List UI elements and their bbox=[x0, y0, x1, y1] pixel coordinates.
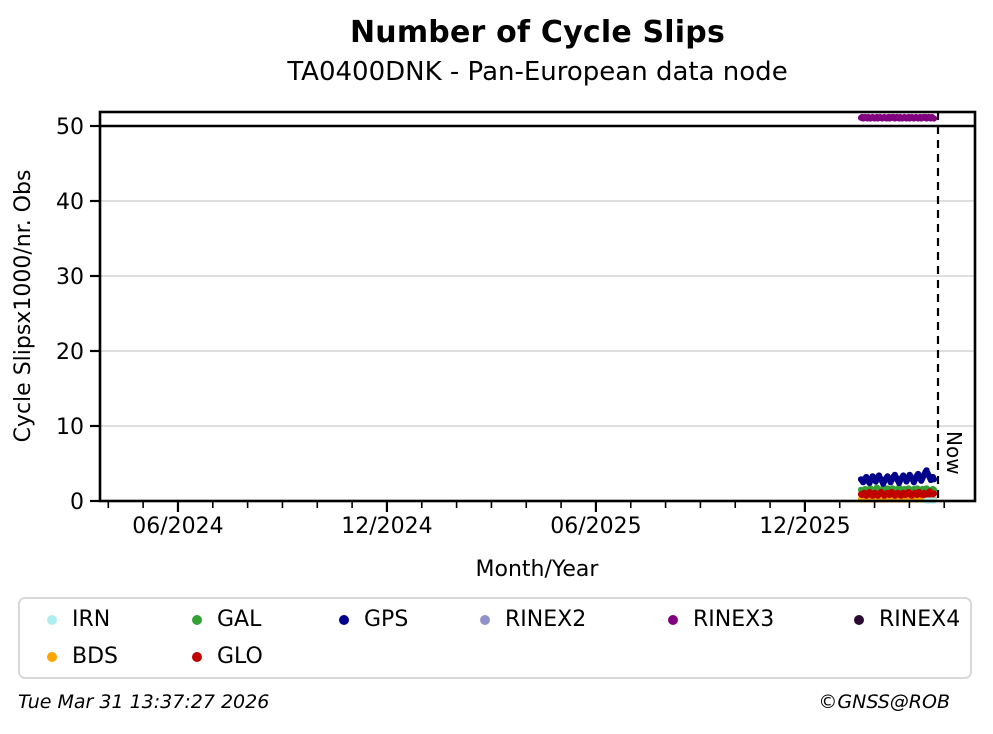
chart-title: Number of Cycle Slips bbox=[349, 15, 726, 50]
legend-label-RINEX3: RINEX3 bbox=[693, 607, 775, 632]
legend-label-RINEX4: RINEX4 bbox=[879, 607, 961, 632]
y-tick-label-40: 40 bbox=[56, 190, 84, 215]
legend: IRN GAL GPS RINEX2 RINEX3 RINEX4 BDS GLO bbox=[18, 597, 972, 679]
chart-subtitle: TA0400DNK - Pan-European data node bbox=[287, 57, 788, 87]
series-GPS bbox=[857, 467, 938, 487]
x-tick-label-12/2024: 12/2024 bbox=[341, 514, 432, 539]
gal-marker-icon bbox=[192, 615, 202, 625]
gps-marker-icon bbox=[339, 615, 349, 625]
rinex4-marker-icon bbox=[854, 615, 864, 625]
bds-marker-icon bbox=[47, 652, 57, 662]
legend-item-BDS: BDS bbox=[47, 642, 118, 672]
y-gridlines bbox=[100, 124, 975, 502]
series-RINEX3 bbox=[857, 113, 938, 122]
plot-timestamp: Tue Mar 31 13:37:27 2026 bbox=[18, 691, 270, 713]
x-tick-label-12/2025: 12/2025 bbox=[759, 514, 850, 539]
legend-label-GPS: GPS bbox=[364, 607, 409, 632]
plot-frame bbox=[98, 110, 977, 503]
x-tick-label-06/2024: 06/2024 bbox=[132, 514, 223, 539]
RINEX3-point bbox=[930, 115, 938, 122]
rinex3-marker-icon bbox=[668, 615, 678, 625]
copyright-credit: ©GNSS@ROB bbox=[818, 691, 950, 713]
glo-marker-icon bbox=[192, 652, 202, 662]
GPS-point bbox=[930, 476, 938, 483]
legend-item-RINEX2: RINEX2 bbox=[480, 605, 586, 635]
legend-item-GPS: GPS bbox=[339, 605, 408, 635]
y-axis-label: Cycle Slipsx1000/nr. Obs bbox=[11, 170, 36, 443]
legend-label-RINEX2: RINEX2 bbox=[505, 607, 587, 632]
y-tick-label-0: 0 bbox=[70, 490, 84, 515]
x-tick-label-06/2025: 06/2025 bbox=[550, 514, 641, 539]
legend-item-GAL: GAL bbox=[192, 605, 261, 635]
legend-label-IRN: IRN bbox=[72, 607, 111, 632]
legend-label-BDS: BDS bbox=[72, 644, 118, 669]
legend-item-GLO: GLO bbox=[192, 642, 263, 672]
x-axis-ticks: 06/2024 12/2024 06/2025 12/2025 bbox=[107, 501, 946, 539]
y-tick-label-10: 10 bbox=[56, 415, 84, 440]
legend-item-RINEX3: RINEX3 bbox=[668, 605, 774, 635]
legend-item-RINEX4: RINEX4 bbox=[854, 605, 960, 635]
y-tick-label-30: 30 bbox=[56, 265, 84, 290]
scatter-points bbox=[857, 113, 938, 504]
y-tick-label-20: 20 bbox=[56, 340, 84, 365]
legend-label-GLO: GLO bbox=[217, 644, 263, 669]
legend-item-IRN: IRN bbox=[47, 605, 110, 635]
now-label: Now bbox=[942, 431, 966, 475]
GLO-point bbox=[930, 490, 938, 497]
y-tick-label-50: 50 bbox=[56, 115, 84, 140]
rinex2-marker-icon bbox=[480, 615, 490, 625]
series-GLO bbox=[857, 488, 938, 499]
axes-spines bbox=[98, 110, 977, 503]
y-axis-ticks: 0 10 20 30 40 50 bbox=[56, 115, 100, 515]
irn-marker-icon bbox=[47, 615, 57, 625]
x-axis-label: Month/Year bbox=[476, 557, 600, 582]
legend-label-GAL: GAL bbox=[217, 607, 262, 632]
